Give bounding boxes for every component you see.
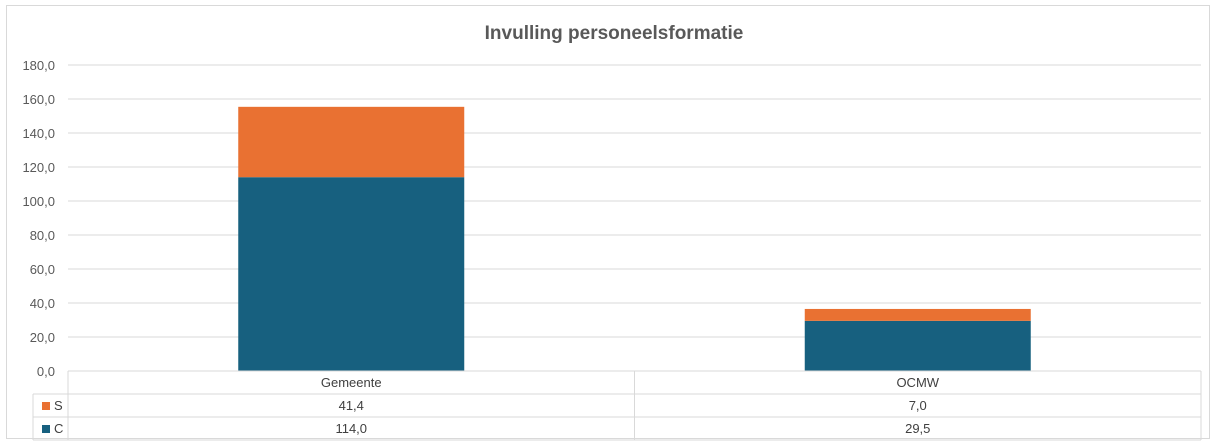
y-tick-label: 120,0 <box>22 160 55 175</box>
y-tick-label: 40,0 <box>30 296 55 311</box>
bar-c-ocmw <box>804 320 1031 371</box>
x-category-label: OCMW <box>896 375 939 390</box>
bar-s-gemeente <box>238 106 465 178</box>
data-table: Gemeente OCMW S 41,4 7,0 C 114,0 29,5 <box>32 370 1202 441</box>
bars <box>238 106 1031 371</box>
y-tick-label: 60,0 <box>30 262 55 277</box>
y-tick-label: 20,0 <box>30 330 55 345</box>
legend-label-s: S <box>54 398 63 413</box>
x-category-label: Gemeente <box>321 375 382 390</box>
data-label-c: 114,0 <box>335 421 367 436</box>
y-tick-label: 0,0 <box>37 364 55 379</box>
y-tick-label: 160,0 <box>22 92 55 107</box>
y-tick-label: 80,0 <box>30 228 55 243</box>
y-axis-ticks: 0,0 20,0 40,0 60,0 80,0 100,0 120,0 140,0 160,0 1… <box>22 58 55 379</box>
data-label-s: 7,0 <box>909 398 927 413</box>
legend-key-c <box>42 425 50 433</box>
y-tick-label: 100,0 <box>22 194 55 209</box>
y-tick-label: 140,0 <box>22 126 55 141</box>
data-label-s: 41,4 <box>339 398 364 413</box>
bar-c-gemeente <box>238 177 465 371</box>
legend-label-c: C <box>54 421 63 436</box>
gridlines <box>68 64 1201 338</box>
chart-title: Invulling personeelsformatie <box>485 23 744 44</box>
data-label-c: 29,5 <box>905 421 930 436</box>
bar-s-ocmw <box>804 308 1031 321</box>
legend-key-s <box>42 402 50 410</box>
y-tick-label: 180,0 <box>22 58 55 73</box>
